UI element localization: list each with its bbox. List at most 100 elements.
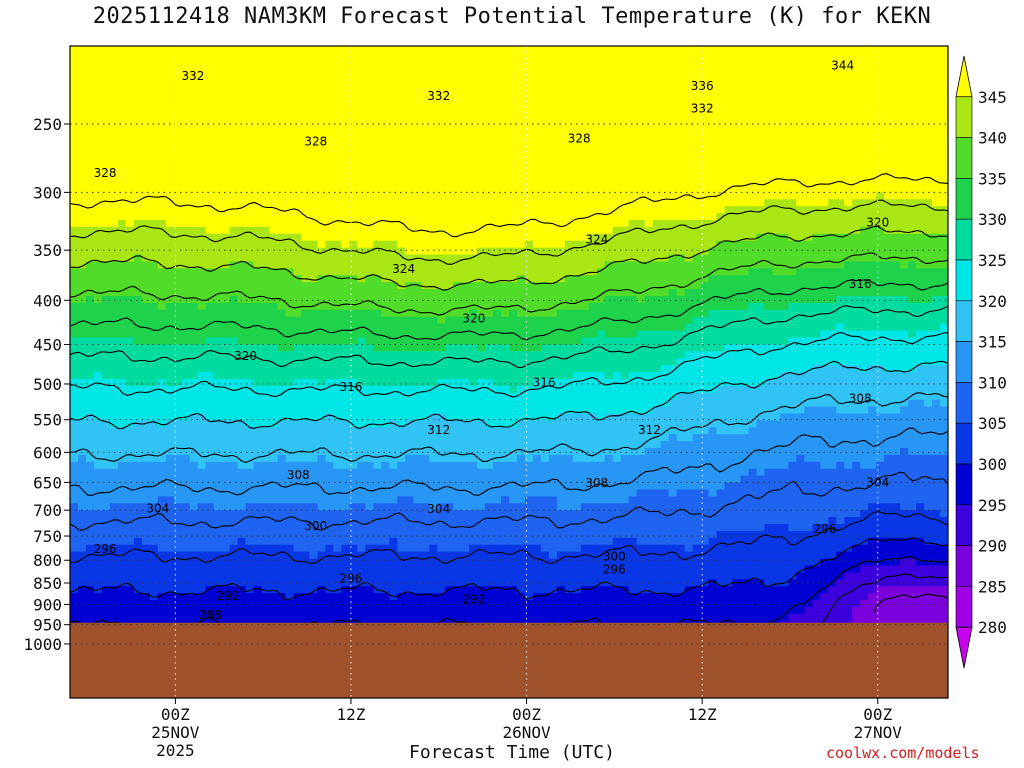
y-tick-label: 900 [33,595,62,614]
contour-label: 304 [146,502,169,516]
contour-336 [70,252,948,316]
y-tick-label: 300 [33,183,62,202]
contour-label: 296 [94,542,117,556]
colorbar-segment [955,504,973,546]
contour-label: 336 [691,79,714,93]
contour-348 [70,173,948,238]
x-tick-label: 00Z [512,705,541,724]
contour-300 [70,537,948,601]
y-tick-label: 700 [33,501,62,520]
colorbar-label: 330 [978,210,1007,229]
site-credit: coolwx.com/models [826,744,980,762]
colorbar-label: 340 [978,129,1007,148]
colorbar-label: 335 [978,169,1007,188]
y-tick-label: 550 [33,411,62,430]
ground-fill [70,622,948,698]
contour-label: 328 [304,135,327,149]
colorbar-segment [955,96,973,138]
colorbar-label: 300 [978,455,1007,474]
contour-344 [70,199,948,265]
x-tick-label: 12Z [688,705,717,724]
colorbar-label: 325 [978,251,1007,270]
colorbar-label: 290 [978,537,1007,556]
x-tick-label: 2025 [156,741,195,760]
contour-316 [70,392,948,463]
contour-label: 308 [849,392,872,406]
colorbar-label: 320 [978,292,1007,311]
x-tick-label: 25NOV [151,723,200,742]
y-tick-label: 800 [33,551,62,570]
colorbar-segment [955,382,973,424]
contour-label: 300 [304,519,327,533]
contour-labels: 332 332 336 344 332 328 328 328 320 324 324 316 320 3… [94,59,890,622]
contour-label: 308 [287,468,310,482]
contour-304 [70,510,948,565]
colorbar-arrow-top [955,55,973,98]
contour-label: 288 [199,608,222,622]
y-axis: 250 300 350 400 450 500 550 600 650 700 750 800 850 9… [23,115,70,654]
contour-label: 344 [831,59,854,73]
contour-label: 312 [638,423,661,437]
contour-288 [872,593,948,614]
y-tick-label: 450 [33,335,62,354]
filled-contours [70,46,948,663]
y-tick-label: 350 [33,241,62,260]
contour-label: 320 [866,215,889,229]
contour-label: 332 [427,89,450,103]
colorbar: 280 285 290 295 300 305 310 315 320 325 330 335 340 3… [955,55,1007,669]
colorbar-label: 295 [978,496,1007,515]
contour-label: 324 [392,262,415,276]
y-tick-label: 400 [33,291,62,310]
colorbar-segment [955,300,973,342]
contour-label: 328 [94,166,117,180]
contour-label: 312 [427,423,450,437]
contour-label: 308 [585,476,608,490]
ground-below-surface [70,622,948,698]
contour-312 [70,427,948,496]
colorbar-segment [955,463,973,506]
contour-label: 328 [568,132,591,146]
colorbar-label: 310 [978,373,1007,392]
x-tick-label: 00Z [863,705,892,724]
colorbar-segment [955,178,973,220]
colorbar-segment [955,341,973,383]
contour-label: 324 [585,232,608,246]
contour-328 [70,305,948,369]
colorbar-label: 305 [978,414,1007,433]
colorbar-segment [955,137,973,179]
y-tick-label: 750 [33,527,62,546]
colorbar-label: 315 [978,333,1007,352]
y-tick-label: 250 [33,115,62,134]
contour-332 [70,279,948,341]
contour-label: 304 [866,475,889,489]
contour-292 [807,573,948,641]
contour-label: 292 [217,589,240,603]
contour-label: 320 [462,312,485,326]
colorbar-segment [955,259,973,302]
colorbar-label: 345 [978,88,1007,107]
contour-label: 300 [603,549,626,563]
contour-label: 316 [533,375,556,389]
y-tick-label: 650 [33,473,62,492]
chart-title: 2025112418 NAM3KM Forecast Potential Tem… [92,4,932,29]
y-tick-label: 600 [33,443,62,462]
contour-label: 316 [849,277,872,291]
contour-label: 292 [462,592,485,606]
x-axis-label: Forecast Time (UTC) [409,742,615,763]
x-tick-label: 12Z [337,705,366,724]
colorbar-segment [955,586,973,628]
contour-label: 320 [234,349,257,363]
contour-340 [70,226,948,291]
plot-frame [69,45,949,699]
contour-label: 296 [340,572,363,586]
colorbar-segment [955,545,973,587]
contour-label: 332 [691,102,714,116]
colorbar-label: 280 [978,618,1007,637]
contour-label: 316 [340,380,363,394]
grid-lines [70,46,948,698]
contour-308 [70,471,948,531]
colorbar-label: 285 [978,577,1007,596]
x-tick-label: 26NOV [502,723,551,742]
